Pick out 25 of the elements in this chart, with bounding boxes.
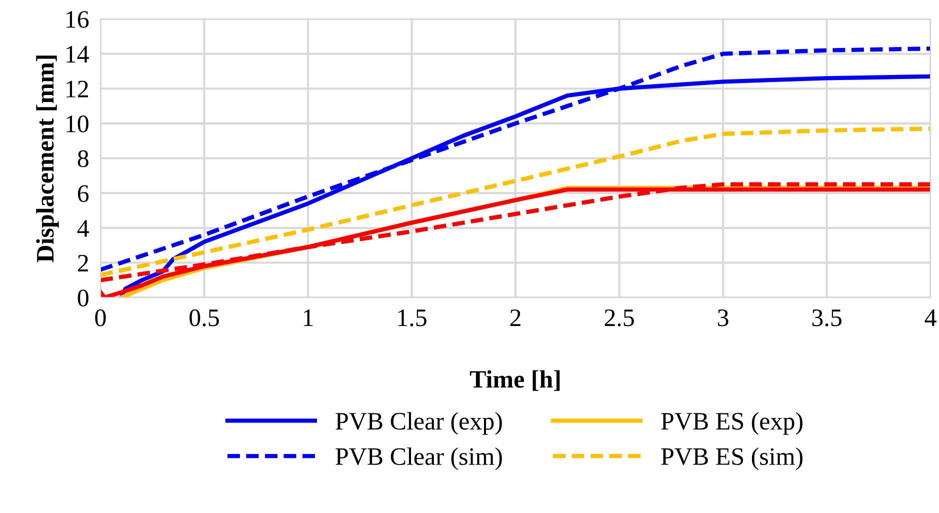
x-tick-label: 0 <box>95 309 106 326</box>
x-tick-label: 1 <box>304 309 313 326</box>
x-tick-label: 3 <box>718 309 728 326</box>
x-tick-label: 2 <box>510 309 520 326</box>
y-tick-label: 10 <box>66 115 88 132</box>
x-tick-label: 1.5 <box>398 309 426 326</box>
y-tick-label: 6 <box>78 185 89 202</box>
legend-label: PVB Clear (exp) <box>336 412 502 435</box>
legend-label: PVB Clear (sim) <box>336 447 502 470</box>
line-series <box>100 126 931 277</box>
y-tick-label: 2 <box>78 254 88 272</box>
y-axis-title: Displacement [mm] <box>36 56 59 262</box>
x-tick-label: 4 <box>924 310 936 326</box>
x-tick-label: 0.5 <box>190 309 219 326</box>
x-axis-title: Time [h] <box>470 370 560 391</box>
y-tick-label: 16 <box>66 11 89 28</box>
legend-label: PVB ES (sim) <box>661 447 802 470</box>
x-tick-label: 2.5 <box>604 309 634 326</box>
y-tick-label: 8 <box>78 150 88 168</box>
y-tick-label: 12 <box>66 80 88 98</box>
y-tick-label: 14 <box>66 46 89 62</box>
y-tick-label: 4 <box>77 220 89 237</box>
x-tick-label: 3.5 <box>812 309 842 326</box>
y-tick-label: 0 <box>78 290 88 306</box>
legend-label: PVB ES (exp) <box>661 412 802 435</box>
